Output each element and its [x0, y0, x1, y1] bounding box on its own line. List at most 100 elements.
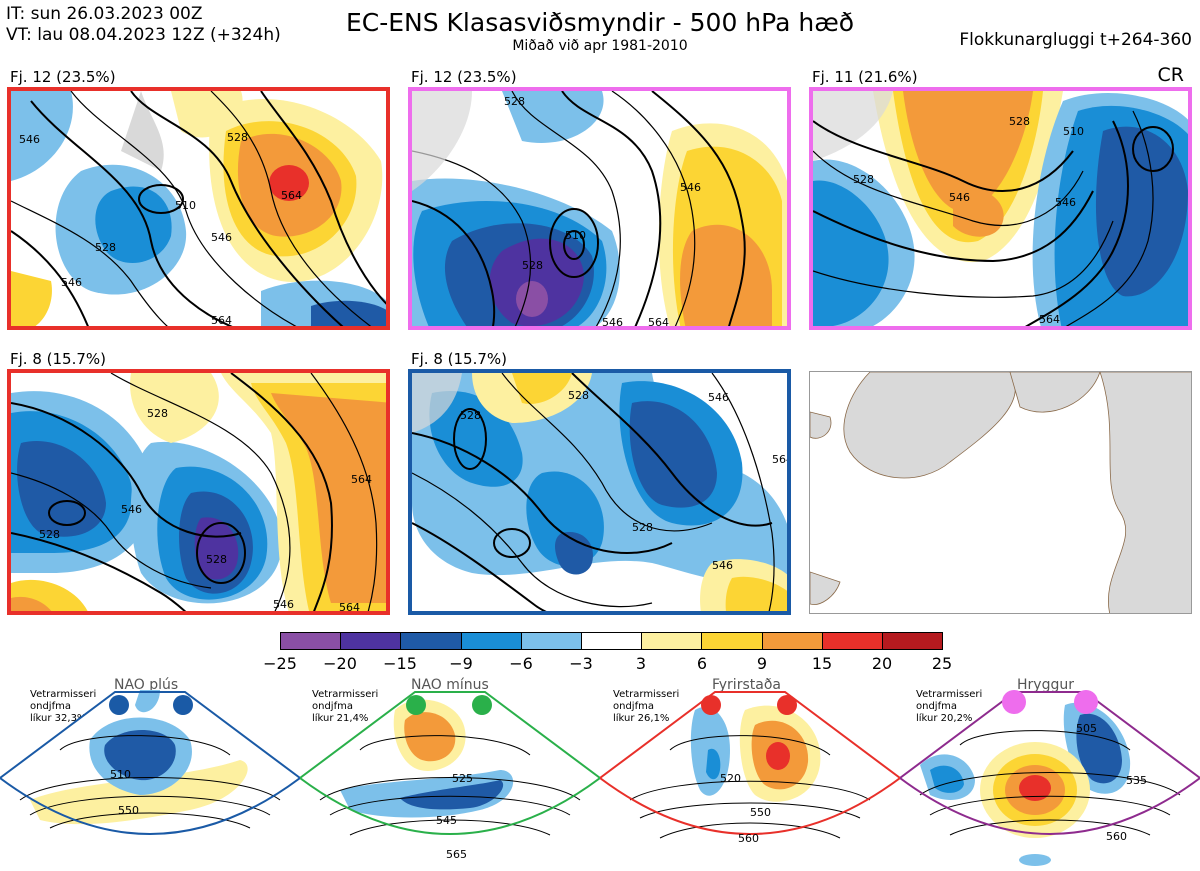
regime-dot	[173, 695, 193, 715]
empty-map	[809, 371, 1192, 614]
contour-label: 528	[95, 241, 116, 254]
contour-label: 564	[648, 316, 669, 329]
cluster-map-4: 528 546 528 564 546 528 564	[7, 369, 390, 615]
contour-label: 546	[121, 503, 142, 516]
colorbar-segment	[762, 633, 823, 649]
contour-label: 546	[1055, 196, 1076, 209]
contour-label: 510	[110, 768, 131, 781]
contour-label: 564	[211, 314, 232, 327]
contour-label: 550	[750, 806, 771, 819]
colorbar-tick: −9	[449, 654, 473, 673]
colorbar-segment	[341, 633, 402, 649]
regime-meta-line: Vetrarmisseri	[613, 689, 680, 700]
contour-label: 546	[602, 316, 623, 329]
regime-4-meta: Vetrarmisseri ondjfma líkur 20,2%	[916, 689, 982, 725]
contour-label: 546	[708, 391, 729, 404]
anomaly-field-5: 528 528 546 528 546 564	[412, 373, 787, 611]
regime-map-blocking: 520 550 560	[600, 691, 900, 845]
regime-meta-line: Vetrarmisseri	[916, 689, 983, 700]
anomaly-field-1: 546 528 564 510 546 528 546 564	[11, 91, 386, 327]
colorbar-tick: −25	[263, 654, 297, 673]
colorbar-segment	[521, 633, 582, 649]
regime-3-meta: Vetrarmisseri ondjfma líkur 26,1%	[613, 689, 679, 725]
contour-label: 546	[211, 231, 232, 244]
regime-meta-line: ondjfma	[916, 701, 957, 712]
contour-label: 528	[504, 95, 525, 108]
regime-dot	[1002, 690, 1026, 714]
colorbar-tick: 9	[756, 654, 768, 673]
colorbar-segment	[702, 633, 763, 649]
regime-meta-line: ondjfma	[312, 701, 353, 712]
regime-dot	[777, 695, 797, 715]
contour-label: 528	[1009, 115, 1030, 128]
colorbar-tick: 6	[696, 654, 708, 673]
regime-meta-line: líkur 20,2%	[916, 713, 973, 724]
panel-1-label: Fj. 12 (23.5%)	[10, 68, 116, 86]
regime-map-nao-plus: 510 550	[0, 690, 300, 835]
contour-label: 546	[61, 276, 82, 289]
basemap	[810, 372, 1191, 613]
header-times: IT: sun 26.03.2023 00Z VT: lau 08.04.202…	[6, 4, 281, 46]
code-label: CR	[1157, 64, 1184, 86]
contour-label: 528	[853, 173, 874, 186]
contour-label: 546	[680, 181, 701, 194]
colorbar-segment	[882, 633, 943, 649]
contour-label: 546	[949, 191, 970, 204]
colorbar-tick: 15	[811, 654, 833, 673]
contour-label: 528	[227, 131, 248, 144]
contour-label: 525	[452, 772, 473, 785]
contour-label: 528	[568, 389, 589, 402]
contour-label: 564	[281, 189, 302, 202]
contour-label: 564	[1039, 313, 1060, 326]
cluster-map-5: 528 528 546 528 546 564	[408, 369, 791, 615]
colorbar-tick: −15	[383, 654, 417, 673]
panel-2-label: Fj. 12 (23.5%)	[411, 68, 517, 86]
contour-label: 546	[712, 559, 733, 572]
page-title: EC-ENS Klasasviðsmyndir - 500 hPa hæð	[345, 8, 855, 37]
valid-time: VT: lau 08.04.2023 12Z (+324h)	[6, 25, 281, 45]
regime-dot	[406, 695, 426, 715]
regime-dot	[109, 695, 129, 715]
regime-map-ridge: 505 535 560	[900, 691, 1200, 866]
regime-map-nao-minus: 525 545 565	[300, 691, 600, 861]
colorbar-segment	[281, 633, 342, 649]
regime-1-meta: Vetrarmisseri ondjfma líkur 32,3%	[30, 689, 96, 725]
colorbar-segment	[642, 633, 703, 649]
contour-label: 505	[1076, 722, 1097, 735]
regime-meta-line: líkur 26,1%	[613, 713, 670, 724]
regime-3-name: Fyrirstaða	[712, 677, 781, 693]
panel-4-label: Fj. 8 (15.7%)	[10, 350, 106, 368]
colorbar-segment	[822, 633, 883, 649]
contour-label: 510	[1063, 125, 1084, 138]
anomaly-field-2: 528 510 546 528 546 564	[412, 91, 787, 329]
colorbar	[280, 632, 943, 650]
contour-label: 564	[351, 473, 372, 486]
regime-1-name: NAO plús	[114, 677, 179, 693]
cluster-map-3: 528 546 528 546 564 510	[809, 87, 1192, 330]
classification-window: Flokkunargluggi t+264-360	[959, 30, 1192, 50]
contour-label: 528	[522, 259, 543, 272]
colorbar-tick: 25	[931, 654, 953, 673]
colorbar-segment	[581, 633, 643, 649]
colorbar-segment	[401, 633, 462, 649]
regime-2-name: NAO mínus	[411, 677, 489, 693]
contour-label: 528	[39, 528, 60, 541]
contour-label: 546	[273, 598, 294, 611]
contour-label: 560	[1106, 830, 1127, 843]
anomaly-field-3: 528 546 528 546 564 510	[813, 91, 1188, 326]
regime-meta-line: Vetrarmisseri	[30, 689, 97, 700]
anomaly-field-4: 528 546 528 564 546 528 564	[11, 373, 386, 614]
page-subtitle: Miðað við apr 1981-2010	[512, 38, 688, 54]
contour-label: 550	[118, 804, 139, 817]
regime-meta-line: ondjfma	[30, 701, 71, 712]
contour-label: 528	[632, 521, 653, 534]
regime-4-name: Hryggur	[1017, 677, 1074, 693]
contour-label: 535	[1126, 774, 1147, 787]
initial-time: IT: sun 26.03.2023 00Z	[6, 4, 203, 24]
colorbar-tick: 3	[635, 654, 647, 673]
contour-label: 564	[339, 601, 360, 614]
contour-label: 546	[19, 133, 40, 146]
regime-2-meta: Vetrarmisseri ondjfma líkur 21,4%	[312, 689, 378, 725]
contour-label: 528	[206, 553, 227, 566]
contour-label: 510	[565, 229, 586, 242]
